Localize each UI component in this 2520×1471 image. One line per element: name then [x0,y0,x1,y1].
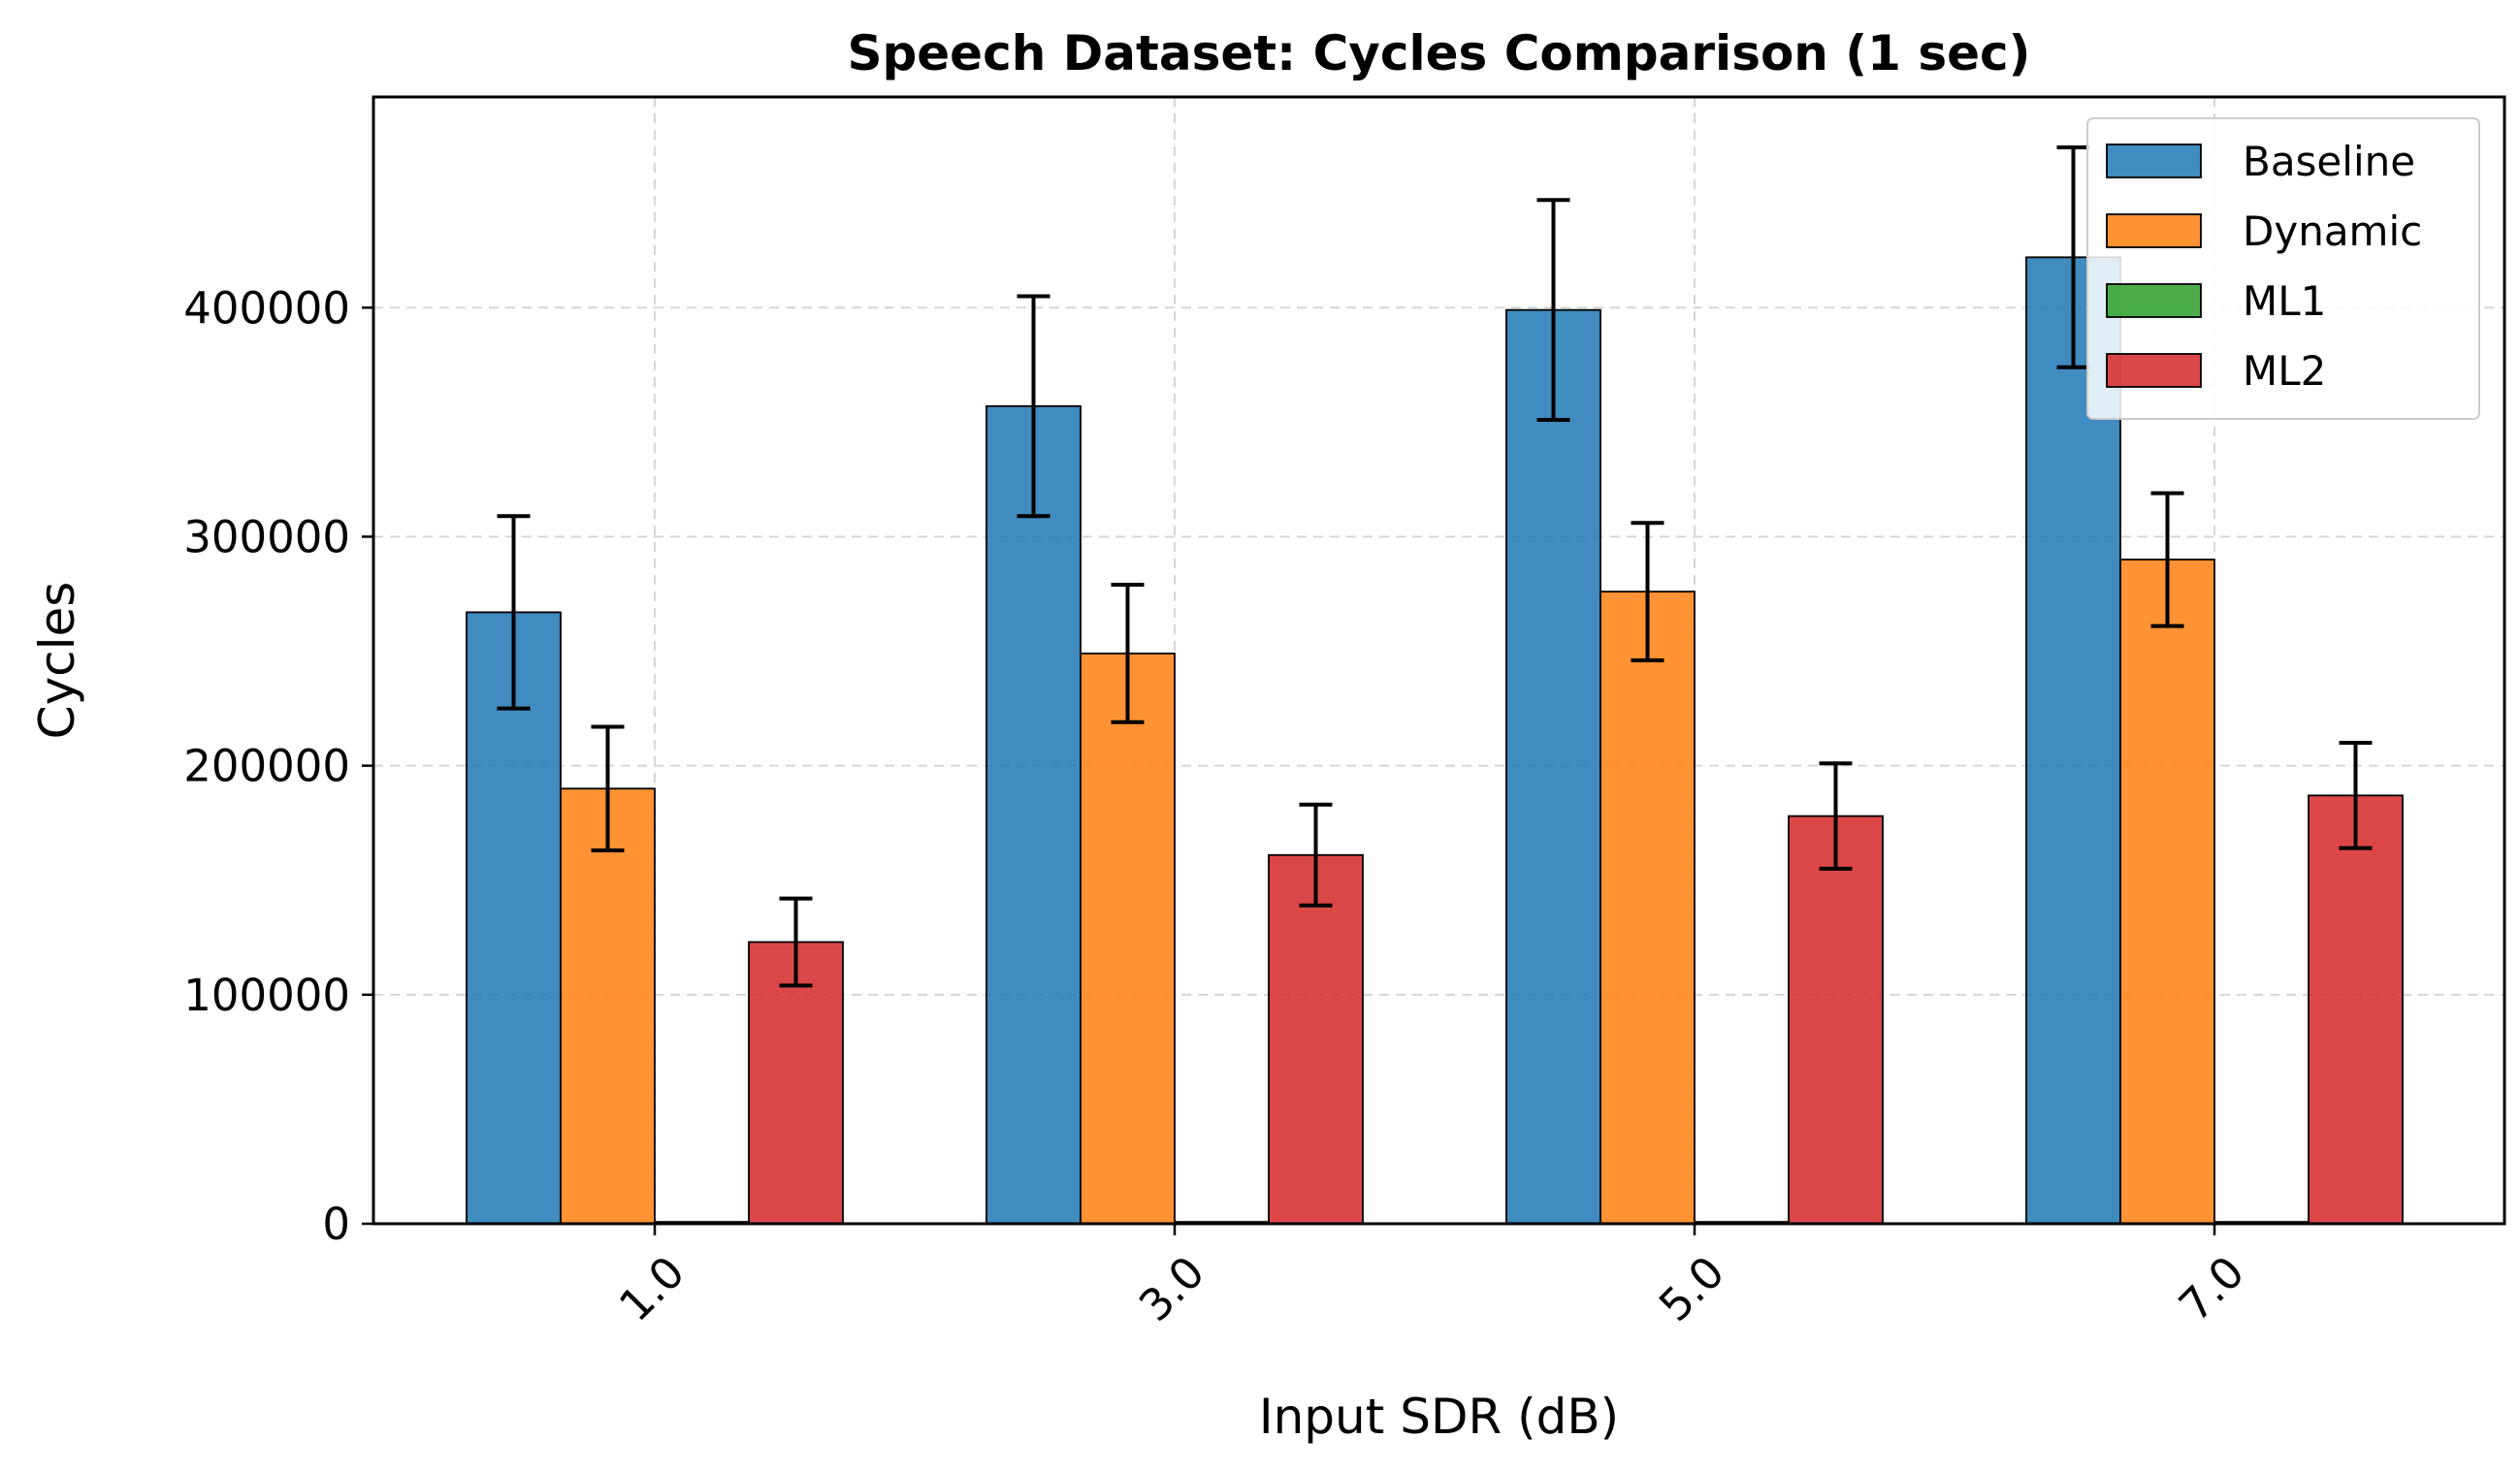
legend-label-ml2: ML2 [2243,347,2326,395]
bar-dynamic-7.0 [2119,559,2215,1225]
y-tick-label: 400000 [183,282,350,334]
bar-ml2-3.0 [1268,853,1364,1225]
bar-ml2-7.0 [2308,794,2404,1225]
y-tick-label: 200000 [183,741,350,792]
legend: Baseline Dynamic ML1 ML2 [2086,117,2480,420]
chart-title: Speech Dataset: Cycles Comparison (1 sec… [847,25,2030,81]
legend-label-dynamic: Dynamic [2243,208,2422,255]
y-tick-label: 0 [322,1199,350,1250]
y-axis-label: Cycles [29,582,85,740]
bar-dynamic-5.0 [1599,591,1696,1225]
bar-dynamic-3.0 [1080,653,1176,1225]
error-bars [497,144,2373,988]
bar-ml2-1.0 [748,941,844,1225]
y-tick-label: 300000 [183,511,350,562]
y-tick-label: 100000 [183,970,350,1021]
bar-dynamic-1.0 [560,787,656,1225]
x-axis-label: Input SDR (dB) [1259,1389,1619,1445]
bar-baseline-5.0 [1505,308,1601,1225]
bars [466,256,2404,1225]
legend-label-ml1: ML1 [2243,277,2326,325]
bar-baseline-3.0 [985,404,1082,1225]
legend-swatch-dynamic [2106,213,2202,248]
legend-swatch-ml2 [2106,353,2202,388]
legend-swatch-ml1 [2106,283,2202,318]
legend-box [2086,117,2480,420]
legend-label-baseline: Baseline [2243,138,2415,185]
plot-frame [372,95,2506,1226]
bar-ml2-5.0 [1788,815,1884,1225]
legend-swatch-baseline [2106,144,2202,178]
